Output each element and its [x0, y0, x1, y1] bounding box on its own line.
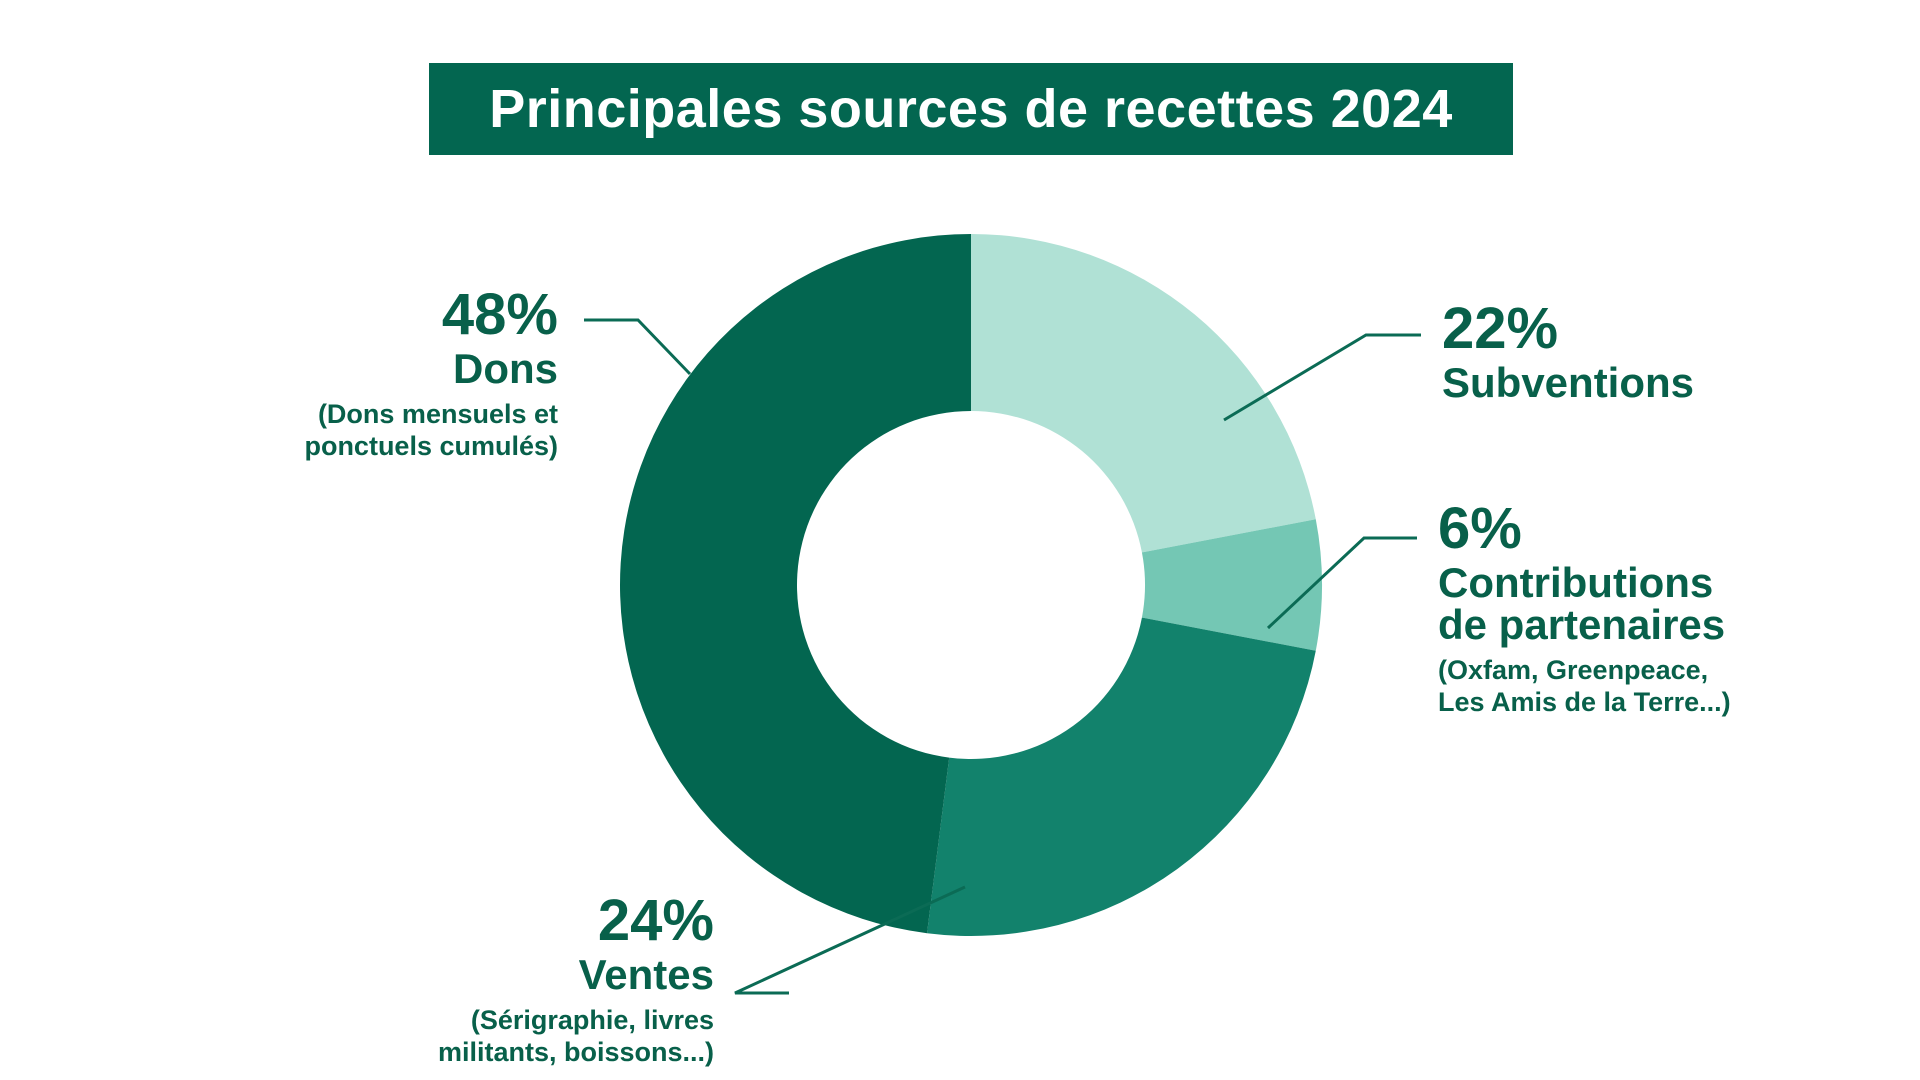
label-ventes-pct: 24% [597, 888, 714, 953]
chart-title-box: Principales sources de recettes 2024 [429, 63, 1513, 155]
chart-title: Principales sources de recettes 2024 [489, 79, 1453, 139]
label-dons: 48% Dons (Dons mensuels et ponctuels cum… [304, 286, 558, 463]
slice-dons [620, 234, 971, 934]
slice-ventes [927, 617, 1316, 936]
label-ventes: 24% Ventes (Sérigraphie, livres militant… [438, 892, 714, 1069]
label-dons-pct: 48% [441, 282, 558, 347]
label-dons-note-1: (Dons mensuels et [317, 399, 558, 429]
label-contributions-name-1: Contributions [1438, 559, 1714, 606]
label-ventes-name: Ventes [578, 951, 714, 998]
slice-subventions [971, 234, 1316, 553]
label-contributions-note-1: (Oxfam, Greenpeace, [1438, 655, 1709, 685]
label-contributions: 6% Contributions de partenaires (Oxfam, … [1438, 500, 1731, 719]
leader-line-ventes [734, 885, 966, 995]
label-dons-name: Dons [453, 345, 558, 392]
label-ventes-note-1: (Sérigraphie, livres [470, 1005, 714, 1035]
label-contributions-pct: 6% [1438, 496, 1522, 561]
label-subventions-name: Subventions [1442, 359, 1695, 406]
label-subventions: 22% Subventions [1442, 300, 1694, 404]
leader-line-contributions [1266, 536, 1417, 630]
label-contributions-name-2: de partenaires [1438, 601, 1726, 648]
leader-line-dons [584, 318, 692, 376]
label-dons-note-2: ponctuels cumulés) [304, 431, 558, 462]
label-subventions-pct: 22% [1442, 296, 1559, 361]
leader-line-subventions [1223, 333, 1421, 422]
label-ventes-note-2: militants, boissons...) [437, 1037, 714, 1068]
label-contributions-note-2: Les Amis de la Terre...) [1438, 687, 1731, 718]
